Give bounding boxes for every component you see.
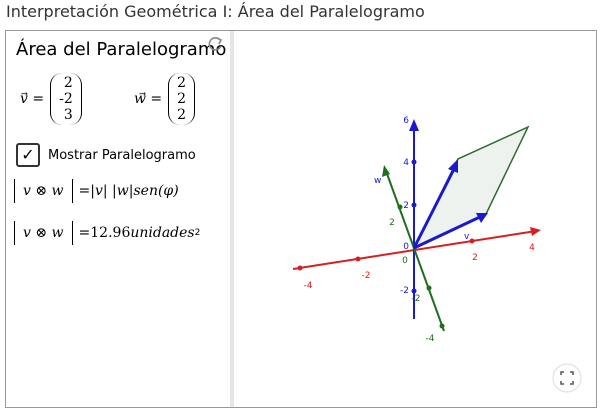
page-title: Interpretación Geométrica I: Área del Pa… [6,2,425,21]
x-points [297,238,475,271]
algebra-panel: Área del Paralelogramo v⃗ = 2 -2 3 w⃗ = 2 2 2 … [6,31,234,407]
vector-name: w [134,91,146,107]
vector-v-arrow [413,214,483,250]
result-value: 12.96 [90,225,131,241]
component: 2 [63,75,73,91]
vector-w-arrow [412,168,456,249]
refresh-icon[interactable] [206,35,224,53]
equals: = [78,225,91,241]
z-points [411,159,417,294]
matrix: 2 -2 3 [50,73,82,125]
y-tick-label: 0 [402,256,408,266]
arrow [530,227,541,236]
x-tick-label: -4 [304,281,313,291]
z-tick-label: 0 [403,242,409,252]
z-tick-label: 4 [403,158,409,168]
y-tick-label: 2 [389,218,395,228]
x-tick-label: 4 [529,243,535,253]
formula: v ⊗ w = |v| |w|sen(φ) [14,179,179,203]
result-unit: unidades [130,225,195,241]
component: -2 [59,91,73,107]
parallelogram [412,125,530,250]
vector-w: w⃗ = 2 2 2 [134,73,196,125]
z-tick-label: -2 [400,286,409,296]
arrow [476,213,488,223]
view-3d: 6 4 2 0 -2 -4 -2 2 4 2 0 -2 -4 v w [292,116,582,393]
y-points [397,204,445,329]
arrow [409,119,419,131]
x-tick-label: 2 [472,253,478,263]
formula-left: v ⊗ w [14,179,73,203]
vector-label: v [464,232,470,242]
result: v ⊗ w = 12.96 unidades 2 [14,221,200,245]
component: 2 [177,107,187,123]
y-tick-label: -2 [412,294,421,304]
checkbox-row[interactable]: ✓ Mostrar Paralelogramo [16,143,196,167]
y-axis [385,170,445,332]
arrow [382,165,390,177]
result-left: v ⊗ w [14,221,73,245]
y-tick-label: -4 [426,334,435,344]
x-tick-label: -2 [362,271,371,281]
component: 2 [177,75,187,91]
result-exponent: 2 [194,228,201,238]
vector-label: w [374,176,381,186]
component: 2 [177,91,187,107]
panel-heading: Área del Paralelogramo [16,39,227,60]
z-tick-label: 2 [403,201,409,211]
checkbox[interactable]: ✓ [16,143,40,167]
formula-right: |v| |w|sen(φ) [90,183,179,199]
checkbox-label: Mostrar Paralelogramo [48,147,196,163]
vector-v: v⃗ = 2 -2 3 [20,73,82,125]
fullscreen-button[interactable] [552,363,582,393]
vector-name: v [20,91,28,107]
component: 3 [63,107,73,123]
applet: Área del Paralelogramo v⃗ = 2 -2 3 w⃗ = 2 2 2 … [5,30,597,408]
arrow [448,159,458,173]
equals: = [78,183,91,199]
z-tick-label: 6 [403,116,409,126]
